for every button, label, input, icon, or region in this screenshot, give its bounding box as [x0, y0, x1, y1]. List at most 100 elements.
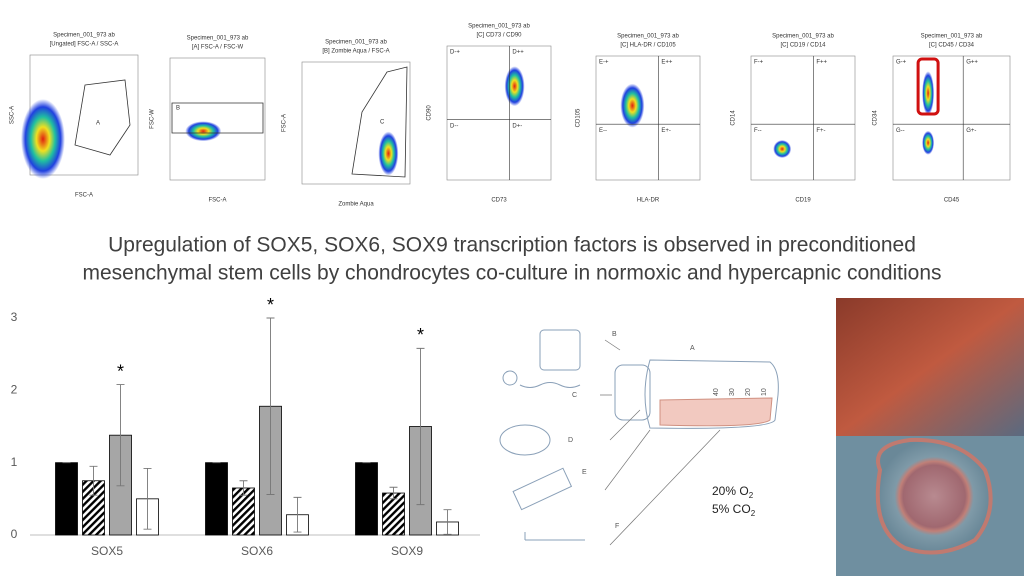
error-bar [89, 465, 98, 496]
diagram-label: C [572, 392, 577, 399]
gate [351, 66, 408, 178]
flask-mark: 20 [745, 388, 752, 396]
gate-label: B [176, 106, 180, 112]
panel-title: Specimen_001_973 ab [325, 40, 387, 46]
panel-subtitle: [Ungated] FSC-A / SSC-A [50, 42, 119, 48]
gate-label: A [96, 121, 100, 127]
panel-subtitle: [C] CD73 / CD90 [476, 33, 522, 39]
pointer [600, 339, 721, 546]
gate-label: D-- [450, 123, 458, 129]
plot-frame [750, 55, 856, 181]
cell-population [504, 66, 525, 107]
flask-neck [614, 364, 651, 421]
panel-title: Specimen_001_973 ab [468, 24, 530, 30]
diagram-label: D [568, 437, 573, 444]
cell-population [185, 121, 222, 142]
error-bar [239, 480, 248, 496]
gas-subscript: 2 [751, 509, 756, 518]
y-axis-label: CD14 [731, 110, 737, 126]
icon [502, 370, 518, 386]
flask-mark: 30 [729, 388, 736, 396]
plot-frame [595, 55, 701, 181]
highlight [916, 57, 940, 116]
bar [205, 462, 228, 536]
diagram-label: B [612, 331, 617, 338]
y-axis-label: FSC-W [150, 109, 156, 129]
gate-label: D+- [512, 123, 522, 129]
panel-subtitle: [B] Zombie Aqua / FSC-A [322, 49, 389, 55]
gate-label: D-+ [450, 50, 460, 56]
y-axis-label: SSC-A [10, 106, 16, 124]
y-tick-label: 0 [11, 527, 18, 541]
error-bar [443, 509, 452, 535]
x-axis-label: CD19 [795, 198, 811, 204]
diagram-label: A [690, 345, 695, 352]
significance-mark: * [267, 295, 274, 315]
medium [659, 397, 773, 427]
panel-title: Specimen_001_973 ab [53, 33, 115, 39]
x-tick-label: SOX5 [91, 544, 123, 558]
microscope [539, 329, 581, 371]
slide-icon [512, 467, 573, 511]
bar [355, 462, 378, 536]
diagram-label: E [582, 469, 587, 476]
y-axis-label: FSC-A [282, 114, 288, 132]
gate-label: E++ [661, 60, 673, 66]
x-axis-label: FSC-A [209, 198, 227, 204]
gate [171, 102, 264, 134]
diagram-label: F [615, 523, 619, 530]
panel-title: Specimen_001_973 ab [772, 34, 834, 40]
bar [382, 492, 405, 536]
gate-label: E-- [599, 128, 607, 134]
gate-label: F-- [754, 128, 762, 134]
x-tick-label: SOX6 [241, 544, 273, 558]
y-axis-label: CD34 [873, 110, 879, 126]
gas-subscript: 2 [749, 491, 754, 500]
gate-label: E-+ [599, 60, 609, 66]
headline: mesenchymal stem cells by chondrocytes c… [82, 262, 941, 285]
cell-aggregate [875, 437, 993, 555]
gate-label: F-+ [754, 60, 764, 66]
plot-frame [446, 45, 552, 181]
icon [524, 532, 585, 541]
gas-condition: 5% CO2 [712, 502, 756, 518]
gate-label: C [380, 120, 385, 126]
cell-population [922, 130, 935, 155]
significance-mark: * [117, 361, 124, 381]
error-bar [143, 468, 152, 530]
error-bar [389, 486, 398, 500]
x-tick-label: SOX9 [391, 544, 423, 558]
flask [644, 359, 779, 429]
panel-subtitle: [A] FSC-A / FSC-W [192, 45, 244, 51]
panel-title: Specimen_001_973 ab [187, 36, 249, 42]
gas-text: 20% O [712, 484, 749, 498]
cell-population [773, 140, 792, 158]
gate-label: G-+ [896, 60, 907, 66]
error-bar [116, 384, 125, 487]
gate [74, 79, 131, 156]
cell-population [620, 83, 645, 128]
x-axis-label: CD73 [491, 198, 507, 204]
y-tick-label: 1 [11, 455, 18, 469]
cell-population [378, 131, 399, 176]
bar [55, 462, 78, 536]
x-axis-label: FSC-A [75, 193, 93, 199]
gas-text: 5% CO [712, 502, 751, 516]
gate-label: E+- [661, 128, 671, 134]
panel-title: Specimen_001_973 ab [921, 34, 983, 40]
panel-subtitle: [C] CD19 / CD14 [780, 43, 826, 49]
micrographs [836, 298, 1024, 576]
headline: Upregulation of SOX5, SOX6, SOX9 transcr… [108, 234, 916, 257]
gas-condition: 20% O2 [712, 484, 754, 500]
significance-mark: * [417, 325, 424, 345]
x-axis-label: Zombie Aqua [338, 202, 374, 208]
gate-label: G++ [966, 60, 978, 66]
panel-subtitle: [C] HLA-DR / CD105 [620, 43, 676, 49]
gate-label: F++ [816, 60, 827, 66]
micrograph [836, 298, 1024, 436]
error-bar [416, 347, 425, 506]
error-bar [293, 496, 302, 533]
y-axis-label: CD90 [427, 105, 433, 121]
gate-label: F+- [816, 128, 825, 134]
